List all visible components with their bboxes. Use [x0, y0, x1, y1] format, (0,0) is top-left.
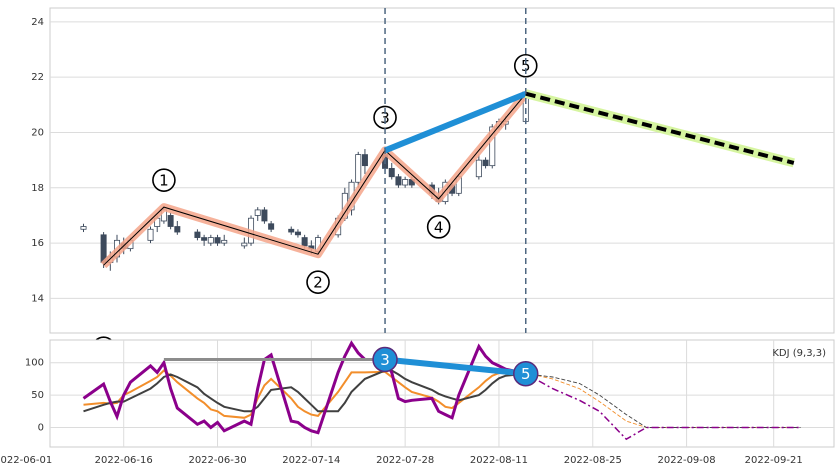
candle-body — [214, 237, 221, 244]
kdj-forecast — [525, 373, 801, 441]
x-tick-label: 2022-07-14 — [282, 455, 340, 466]
wave-marker — [513, 53, 538, 78]
candle-body — [294, 231, 301, 236]
x-tick-label: 2022-07-28 — [376, 455, 434, 466]
kdj-forecast — [525, 373, 801, 428]
plot-frame — [49, 7, 835, 334]
y-tick-label: 14 — [31, 293, 44, 304]
x-tick-label: 2022-06-01 — [0, 455, 52, 466]
y-tick-label: 16 — [31, 238, 44, 249]
wave-line — [103, 93, 527, 266]
candle-body — [194, 231, 201, 238]
y-tick-label: 100 — [25, 358, 44, 369]
candle-body — [361, 154, 368, 167]
candle-body — [355, 154, 362, 183]
wave-label: 3 — [380, 351, 390, 369]
x-tick-label: 2022-06-30 — [188, 455, 246, 466]
wave-marker — [513, 360, 539, 387]
x-tick-label: 2022-08-11 — [470, 455, 528, 466]
candle-body — [268, 223, 275, 230]
candle-body — [241, 242, 248, 247]
wave-label: 3 — [380, 109, 390, 127]
candle-body — [301, 237, 308, 247]
wave-label: 5 — [521, 57, 531, 75]
y-tick-label: 24 — [31, 17, 44, 28]
kdj-line — [83, 369, 526, 413]
candle-body — [201, 237, 208, 241]
wave-marker — [426, 215, 451, 239]
plot-frame — [49, 339, 835, 448]
candle-body — [80, 226, 87, 230]
wave-label: 2 — [313, 274, 323, 292]
candle-body — [167, 215, 174, 227]
forecast-line — [525, 91, 795, 165]
candle-body — [261, 209, 268, 222]
kdj-line — [83, 369, 526, 419]
y-tick-label: 0 — [38, 423, 44, 434]
candle-body — [402, 179, 409, 186]
x-tick-label: 2022-09-21 — [745, 455, 803, 466]
wave-marker — [306, 270, 330, 294]
candle-body — [489, 126, 496, 167]
wave-link — [383, 90, 527, 154]
wave-label: 5 — [521, 365, 531, 383]
wave-link — [384, 356, 527, 377]
x-tick-label: 2022-09-08 — [658, 455, 716, 466]
candle-body — [254, 209, 261, 216]
wave-marker — [152, 168, 176, 192]
y-tick-label: 22 — [31, 72, 44, 83]
kdj-line — [82, 340, 527, 435]
candle-body — [482, 159, 489, 167]
wave-label: 1 — [159, 172, 169, 190]
y-tick-label: 18 — [31, 183, 44, 194]
candle-body — [388, 168, 395, 178]
candle-body — [395, 176, 402, 186]
y-tick-label: 50 — [31, 390, 44, 401]
wave-label: 4 — [434, 218, 444, 236]
y-tick-label: 20 — [31, 127, 44, 138]
candle-body — [207, 237, 214, 244]
x-tick-label: 2022-06-16 — [95, 455, 153, 466]
candle-body — [221, 239, 228, 244]
wave-marker — [372, 346, 398, 373]
candle-body — [147, 228, 154, 241]
x-tick-label: 2022-08-25 — [564, 455, 622, 466]
candle-body — [475, 159, 482, 178]
candle-body — [174, 226, 181, 233]
candle-body — [288, 228, 295, 233]
indicator-label: KDJ (9,3,3) — [772, 348, 826, 359]
